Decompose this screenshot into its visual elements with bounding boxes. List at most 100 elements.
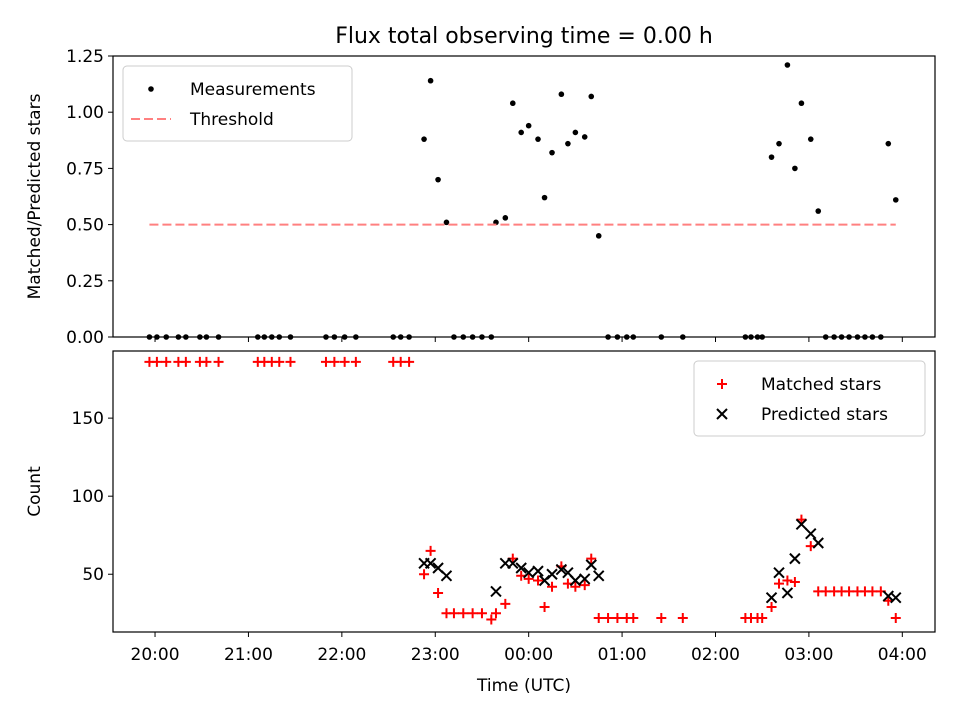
measurements-point — [558, 91, 565, 98]
measurements-legend-marker — [148, 86, 154, 92]
top-legend: Measurements Threshold — [122, 65, 353, 142]
matched-stars-point — [586, 553, 597, 564]
matched-stars-point — [523, 573, 534, 584]
predicted-stars-point — [765, 591, 778, 604]
measurements-point — [784, 62, 791, 68]
measurements-point — [885, 140, 892, 147]
measurements-point — [535, 136, 541, 142]
measurements-point — [815, 208, 822, 214]
measurements-point — [792, 165, 798, 172]
matched-stars-point — [579, 580, 590, 591]
matched-stars-point — [486, 614, 497, 625]
measurements-point — [581, 134, 588, 140]
x-tick-label: 01:00 — [598, 645, 647, 665]
matched-stars-point — [677, 612, 688, 623]
predicted-stars-point — [585, 559, 597, 571]
matched-stars-point — [500, 598, 511, 609]
matched-stars-point — [476, 608, 487, 619]
matched-stars-point — [490, 608, 501, 619]
measurements-point — [572, 129, 579, 136]
x-tick-label: 02:00 — [691, 645, 740, 665]
predicted-stars-point — [805, 527, 817, 540]
measurements-point — [509, 100, 516, 107]
measurements-point — [776, 140, 782, 147]
threshold-legend-label: Threshold — [189, 110, 274, 130]
matched-stars-point — [320, 356, 331, 367]
matched-stars-point — [789, 577, 800, 588]
measurements-point — [435, 176, 441, 183]
matched-stars-point — [844, 586, 855, 597]
matched-stars-point — [161, 356, 172, 367]
matched-stars-point — [766, 602, 777, 613]
predicted-stars-point — [781, 587, 794, 599]
matched-stars-point — [757, 612, 768, 623]
bottom-panel: 50 100 150 20:00 21:00 22:00 23:00 00:00 01:00 02… — [25, 350, 936, 696]
predicted-stars-point — [593, 570, 605, 582]
matched-stars-point — [458, 608, 469, 619]
measurements-point — [541, 194, 548, 201]
predicted-stars-legend-marker — [716, 408, 728, 420]
x-tick-label: 20:00 — [131, 645, 180, 665]
matched-stars-point — [285, 356, 296, 367]
matched-stars-point — [433, 587, 444, 598]
matched-stars-point — [425, 545, 436, 556]
predicted-stars-point — [569, 574, 582, 587]
measurements-point — [807, 136, 814, 142]
matched-stars-point — [593, 612, 604, 623]
bottom-y-tick-label: 150 — [72, 409, 104, 429]
measurements-point — [565, 140, 571, 147]
top-y-tick-label: 0.00 — [66, 328, 104, 348]
measurements-point — [798, 100, 805, 107]
matched-stars-point — [339, 356, 350, 367]
matched-stars-point — [867, 586, 878, 597]
matched-stars-point — [404, 356, 415, 367]
x-tick-label: 04:00 — [878, 645, 927, 665]
bottom-y-axis-label: Count — [25, 466, 45, 517]
matched-stars-point — [570, 581, 581, 592]
matched-stars-point — [180, 356, 191, 367]
matched-stars-point — [774, 578, 785, 589]
matched-stars-point — [274, 356, 285, 367]
matched-stars-point — [329, 356, 340, 367]
matched-stars-point — [539, 602, 550, 613]
predicted-stars-point — [507, 557, 519, 570]
matched-stars-point — [612, 612, 623, 623]
predicted-stars-point — [532, 565, 544, 577]
measurements-point — [421, 136, 427, 142]
predicted-stars-point — [424, 557, 437, 570]
measurements-legend-label: Measurements — [190, 80, 316, 100]
top-y-tick-label: 0.50 — [66, 216, 104, 236]
measurements-point — [525, 122, 532, 129]
matched-stars-point — [201, 356, 212, 367]
x-tick-label: 23:00 — [411, 645, 460, 665]
top-axes-frame — [112, 55, 936, 338]
predicted-stars-point — [773, 566, 785, 579]
x-tick-label: 03:00 — [784, 645, 833, 665]
top-y-tick-label: 0.25 — [66, 272, 104, 292]
measurements-point — [588, 93, 595, 100]
matched-stars-point — [782, 575, 793, 586]
top-y-axis-label: Matched/Predicted stars — [25, 93, 45, 299]
x-axis-label: Time (UTC) — [476, 676, 571, 696]
predicted-stars-point — [490, 585, 502, 598]
chart-title: Flux total observing time = 0.00 h — [335, 24, 713, 49]
matched-stars-point — [448, 608, 459, 619]
matched-stars-point — [656, 612, 667, 623]
bottom-y-tick-label: 100 — [72, 487, 104, 507]
matched-stars-point — [395, 356, 406, 367]
predicted-stars-point — [555, 563, 568, 576]
measurements-point — [427, 77, 434, 84]
measurements-point — [502, 215, 509, 221]
predicted-stars-point — [440, 570, 453, 582]
predicted-stars-point — [890, 591, 902, 604]
predicted-stars-point — [546, 568, 558, 580]
predicted-stars-point — [789, 552, 801, 565]
predicted-stars-legend-label: Predicted stars — [761, 405, 888, 425]
top-y-tick-label: 0.75 — [66, 159, 104, 179]
predicted-stars-point — [579, 573, 591, 585]
matched-stars-point — [350, 356, 361, 367]
x-tick-label: 00:00 — [504, 645, 553, 665]
top-y-tick-label: 1.00 — [66, 103, 104, 123]
measurements-point — [595, 233, 602, 239]
x-tick-label: 21:00 — [224, 645, 273, 665]
